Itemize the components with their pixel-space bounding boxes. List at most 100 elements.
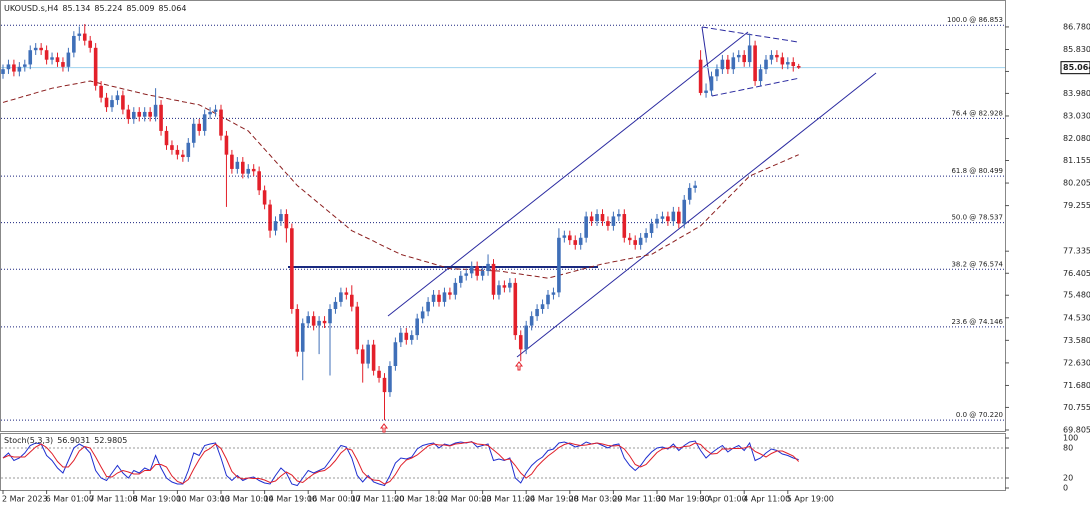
candle-body: [459, 275, 463, 283]
candle-body: [611, 216, 616, 226]
stoch-line: [2, 441, 800, 485]
y-tick-label: 86.780: [1063, 22, 1090, 31]
candle-body: [437, 294, 441, 302]
candle-body: [715, 69, 719, 77]
candle-body: [415, 318, 419, 336]
candle-body: [350, 294, 354, 307]
x-tick-label: 28 Mar 03:00: [569, 495, 622, 504]
candle-body: [197, 123, 201, 131]
candle-body: [649, 223, 654, 234]
candle-body: [175, 149, 180, 155]
header-open: 85.134: [62, 4, 90, 13]
candle-body: [121, 95, 125, 110]
candle-body: [273, 221, 278, 231]
y-tick-label: 83.980: [1063, 89, 1090, 98]
arrow-up: [515, 361, 523, 371]
candle-body: [562, 235, 567, 238]
candle-body: [104, 97, 109, 108]
candle-body: [224, 135, 229, 155]
candle-body: [33, 47, 38, 51]
candle-body: [431, 294, 436, 302]
candle-body: [382, 377, 387, 393]
candle-body: [508, 282, 512, 288]
y-tick-label: 77.335: [1063, 247, 1090, 256]
candle-body: [486, 263, 490, 272]
candle-body: [731, 57, 736, 70]
x-tick-label: 4 Apr 11:00: [743, 495, 790, 504]
x-tick-label: 14 Mar 19:00: [264, 495, 317, 504]
candle-body: [191, 123, 196, 143]
stoch-main-value: 56.9031: [57, 436, 90, 445]
candle-body: [469, 266, 474, 274]
candle-body: [627, 237, 632, 241]
candle-body: [306, 316, 310, 324]
candle-body: [153, 104, 158, 117]
candle-body: [660, 216, 665, 219]
x-tick-label: 5 Apr 19:00: [787, 495, 834, 504]
y-tick-label: 82.080: [1063, 134, 1090, 143]
candle-body: [55, 57, 60, 63]
candle-body: [284, 214, 289, 229]
candle-body: [241, 161, 245, 174]
candle-body: [12, 64, 16, 72]
y-tick-label: 0: [1063, 484, 1068, 493]
candle-body: [442, 292, 447, 302]
candle-body: [606, 221, 610, 226]
symbol: UKOUSD.s,H4: [4, 4, 58, 13]
candle-body: [780, 57, 785, 65]
candle-body: [88, 40, 92, 48]
x-tick-label: 22 Mar 00:00: [438, 495, 491, 504]
candle-body: [529, 316, 534, 326]
candle-body: [677, 211, 681, 224]
candle-body: [290, 228, 294, 310]
candle-body: [93, 47, 98, 86]
x-tick-label: 20 Mar 18:00: [394, 495, 447, 504]
y-tick-label: 71.680: [1063, 381, 1090, 390]
channel-upper: [387, 31, 749, 317]
candle-body: [126, 109, 131, 120]
candle-body: [513, 282, 518, 336]
candle-body: [404, 332, 409, 340]
candle-body: [257, 171, 261, 191]
y-tick-label: 81.155: [1063, 156, 1090, 165]
candle-body: [638, 237, 643, 245]
fib-label: 61.8 @ 80.499: [951, 167, 1003, 175]
candle-body: [758, 69, 763, 82]
header: UKOUSD.s,H4 85.134 85.224 85.009 85.064: [4, 4, 186, 13]
candle-body: [82, 33, 87, 41]
arrow-up: [380, 423, 388, 433]
candle-body: [110, 100, 114, 108]
candle-body: [600, 214, 605, 222]
candle-body: [709, 76, 714, 91]
y-tick-label: 85.830: [1063, 45, 1090, 54]
candle-body: [50, 57, 54, 60]
candle-body: [235, 161, 240, 169]
y-tick-label: 80.205: [1063, 179, 1090, 188]
candle-body: [181, 154, 185, 158]
candle-body: [322, 320, 327, 324]
candle-body: [208, 111, 212, 115]
price-label-box: [1060, 61, 1090, 75]
x-tick-label: 29 Mar 11:00: [612, 495, 665, 504]
header-close: 85.064: [158, 4, 186, 13]
y-tick-label: 80: [1063, 444, 1073, 453]
candle-body: [339, 292, 343, 302]
x-tick-label: 6 Mar 01:00: [46, 495, 94, 504]
candle-body: [655, 218, 659, 224]
candle-body: [77, 33, 82, 36]
stoch-header: Stoch(5,3,3) 56.9031 52.9805: [4, 436, 127, 445]
candle-body: [115, 95, 120, 101]
x-tick-label: 23 Mar 11:00: [482, 495, 535, 504]
candle-body: [502, 285, 507, 288]
y-tick-label: 76.405: [1063, 269, 1090, 278]
candle-body: [720, 59, 725, 70]
y-tick-label: 75.480: [1063, 291, 1090, 300]
candle-body: [99, 85, 103, 98]
candle-body: [791, 62, 796, 67]
candle-body: [584, 216, 588, 238]
candle-body: [170, 145, 174, 150]
candle-body: [518, 335, 523, 350]
candle-body: [132, 111, 136, 120]
candle-body: [366, 344, 370, 364]
candle-body: [137, 111, 142, 117]
